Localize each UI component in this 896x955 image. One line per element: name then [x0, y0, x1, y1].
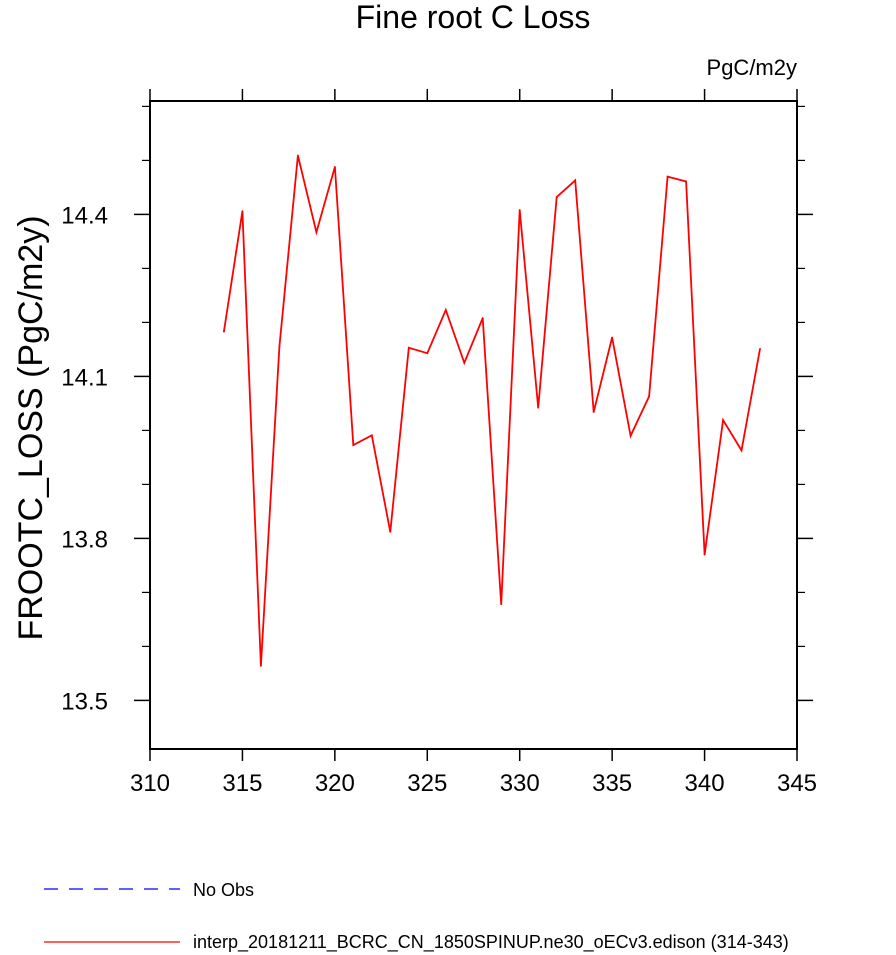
- data-point: [481, 317, 484, 319]
- y-tick-label: 14.4: [61, 202, 108, 229]
- data-point: [223, 330, 225, 333]
- data-point: [370, 434, 373, 437]
- data-point: [555, 196, 558, 199]
- x-tick-label: 345: [777, 770, 817, 797]
- data-point: [500, 603, 503, 606]
- x-tick-label: 310: [130, 770, 170, 797]
- data-point: [407, 346, 410, 349]
- legend: No Obs interp_20181211_BCRC_CN_1850SPINU…: [44, 880, 789, 953]
- data-point: [426, 352, 429, 355]
- plot-frame: [149, 100, 798, 750]
- data-point: [703, 553, 706, 556]
- data-point: [629, 434, 632, 437]
- data-series: [223, 154, 761, 667]
- data-point: [574, 179, 577, 182]
- data-point: [333, 165, 336, 168]
- data-point: [722, 419, 724, 422]
- x-tick-label: 325: [407, 770, 447, 797]
- axis-ticks: [134, 89, 813, 761]
- series-line: [223, 155, 761, 666]
- x-tick-label: 315: [222, 770, 262, 797]
- data-point: [463, 362, 466, 364]
- data-point: [518, 209, 521, 211]
- legend-label-model: interp_20181211_BCRC_CN_1850SPINUP.ne30_…: [193, 932, 789, 953]
- data-point: [592, 411, 595, 413]
- data-point: [611, 336, 614, 339]
- data-point: [315, 231, 318, 234]
- data-point: [241, 210, 244, 213]
- y-axis-label: FROOTC_LOSS (PgC/m2y): [12, 215, 50, 640]
- tick-labels: 310 315 320 325 330 335 340 345 13.5 13.8 14.1 14.4: [61, 202, 817, 797]
- x-tick-label: 335: [592, 770, 632, 797]
- data-point: [278, 345, 281, 348]
- data-point: [759, 347, 761, 350]
- chart-title: Fine root C Loss: [356, 0, 591, 35]
- y-tick-label: 13.8: [61, 526, 108, 553]
- x-tick-label: 340: [685, 770, 725, 797]
- x-tick-label: 330: [500, 770, 540, 797]
- y-tick-label: 13.5: [61, 688, 108, 715]
- data-point: [389, 531, 392, 533]
- units-label: PgC/m2y: [707, 55, 797, 80]
- data-point: [260, 664, 262, 667]
- data-point: [740, 449, 743, 452]
- data-point: [685, 180, 687, 183]
- x-tick-label: 320: [315, 770, 355, 797]
- data-point: [648, 395, 651, 398]
- data-point: [296, 154, 299, 157]
- data-point: [352, 444, 355, 446]
- data-point: [537, 406, 540, 409]
- data-point: [666, 175, 669, 178]
- data-point: [444, 309, 447, 311]
- y-tick-label: 14.1: [61, 364, 108, 391]
- legend-label-no-obs: No Obs: [193, 880, 254, 900]
